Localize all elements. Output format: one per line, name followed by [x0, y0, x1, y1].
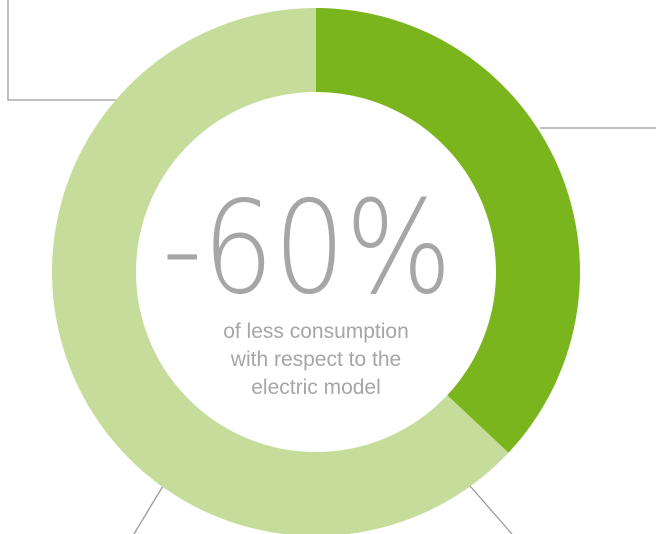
callout-line-bottom-right	[469, 485, 513, 534]
callout-line-bottom-left	[133, 485, 164, 534]
center-caption-line-1: of less consumption	[223, 320, 409, 343]
donut-slice-highlight	[316, 8, 580, 453]
center-value: -60%	[162, 174, 452, 323]
callout-line-top-left	[7, 0, 118, 101]
donut-slices	[52, 8, 580, 534]
callout-lines	[7, 0, 656, 534]
center-caption-line-3: electric model	[251, 376, 381, 399]
donut-slice-remainder	[52, 8, 509, 534]
center-caption-line-2: with respect to the	[230, 348, 401, 371]
